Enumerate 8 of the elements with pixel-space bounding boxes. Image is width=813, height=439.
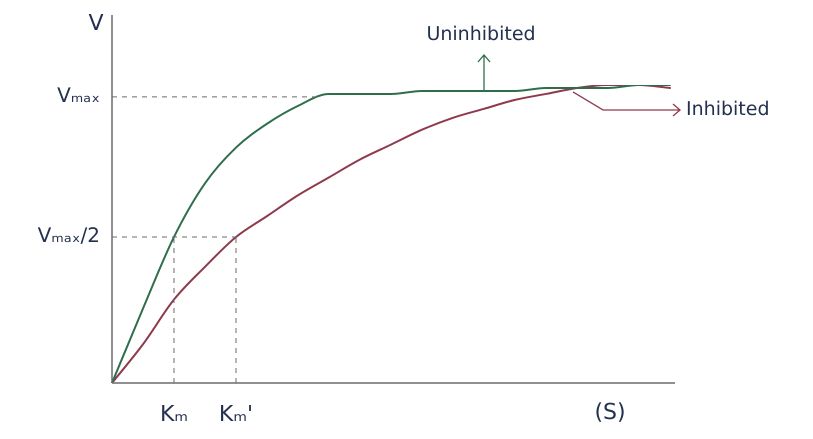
text: Uninhibited <box>426 22 536 45</box>
x-axis-title: (S) <box>594 400 626 425</box>
ref-line-label: Vₘₐₓ/2 <box>38 223 100 248</box>
x-tick-label: Kₘ' <box>218 402 254 427</box>
legend-label: Inhibited <box>686 98 770 120</box>
x-tick-label: Kₘ <box>160 402 188 427</box>
ref-line-label: Vₘₐₓ <box>57 83 100 108</box>
y-axis-title: V <box>88 11 104 36</box>
